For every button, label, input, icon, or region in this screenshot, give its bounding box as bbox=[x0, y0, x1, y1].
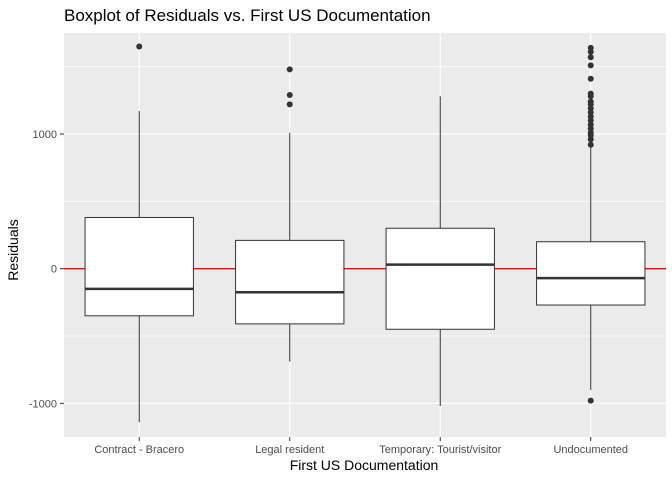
box bbox=[385, 227, 495, 330]
y-axis: -1000 0 1000 bbox=[29, 129, 64, 410]
y-tick-label: 1000 bbox=[33, 129, 57, 141]
outlier-point bbox=[587, 397, 594, 404]
box bbox=[536, 241, 646, 306]
boxes-group bbox=[84, 43, 646, 423]
x-axis-title: First US Documentation bbox=[290, 457, 439, 473]
box bbox=[235, 239, 345, 325]
chart-title: Boxplot of Residuals vs. First US Docume… bbox=[64, 6, 431, 25]
x-tick-label: Contract - Bracero bbox=[94, 444, 184, 456]
outlier-point bbox=[286, 66, 293, 73]
x-tick-label: Undocumented bbox=[553, 444, 628, 456]
outlier-point bbox=[587, 54, 594, 61]
outlier-point bbox=[136, 43, 143, 50]
outlier-point bbox=[286, 91, 293, 98]
outlier-point bbox=[587, 141, 594, 148]
box-group bbox=[84, 43, 194, 423]
box-group bbox=[235, 66, 345, 362]
y-axis-title: Residuals bbox=[5, 219, 21, 280]
outlier-point bbox=[587, 44, 594, 51]
x-axis: Contract - Bracero Legal resident Temporar… bbox=[94, 437, 628, 456]
box-group bbox=[385, 96, 495, 407]
outlier-point bbox=[286, 101, 293, 108]
outlier-point bbox=[587, 75, 594, 82]
outlier-point bbox=[587, 90, 594, 97]
y-tick-label: -1000 bbox=[29, 398, 57, 410]
y-tick-label: 0 bbox=[51, 264, 57, 276]
box-group bbox=[536, 44, 646, 404]
outlier-point bbox=[587, 62, 594, 69]
x-tick-label: Legal resident bbox=[255, 444, 324, 456]
box bbox=[84, 216, 194, 317]
outlier-point bbox=[587, 98, 594, 105]
x-tick-label: Temporary: Tourist/visitor bbox=[379, 444, 501, 456]
